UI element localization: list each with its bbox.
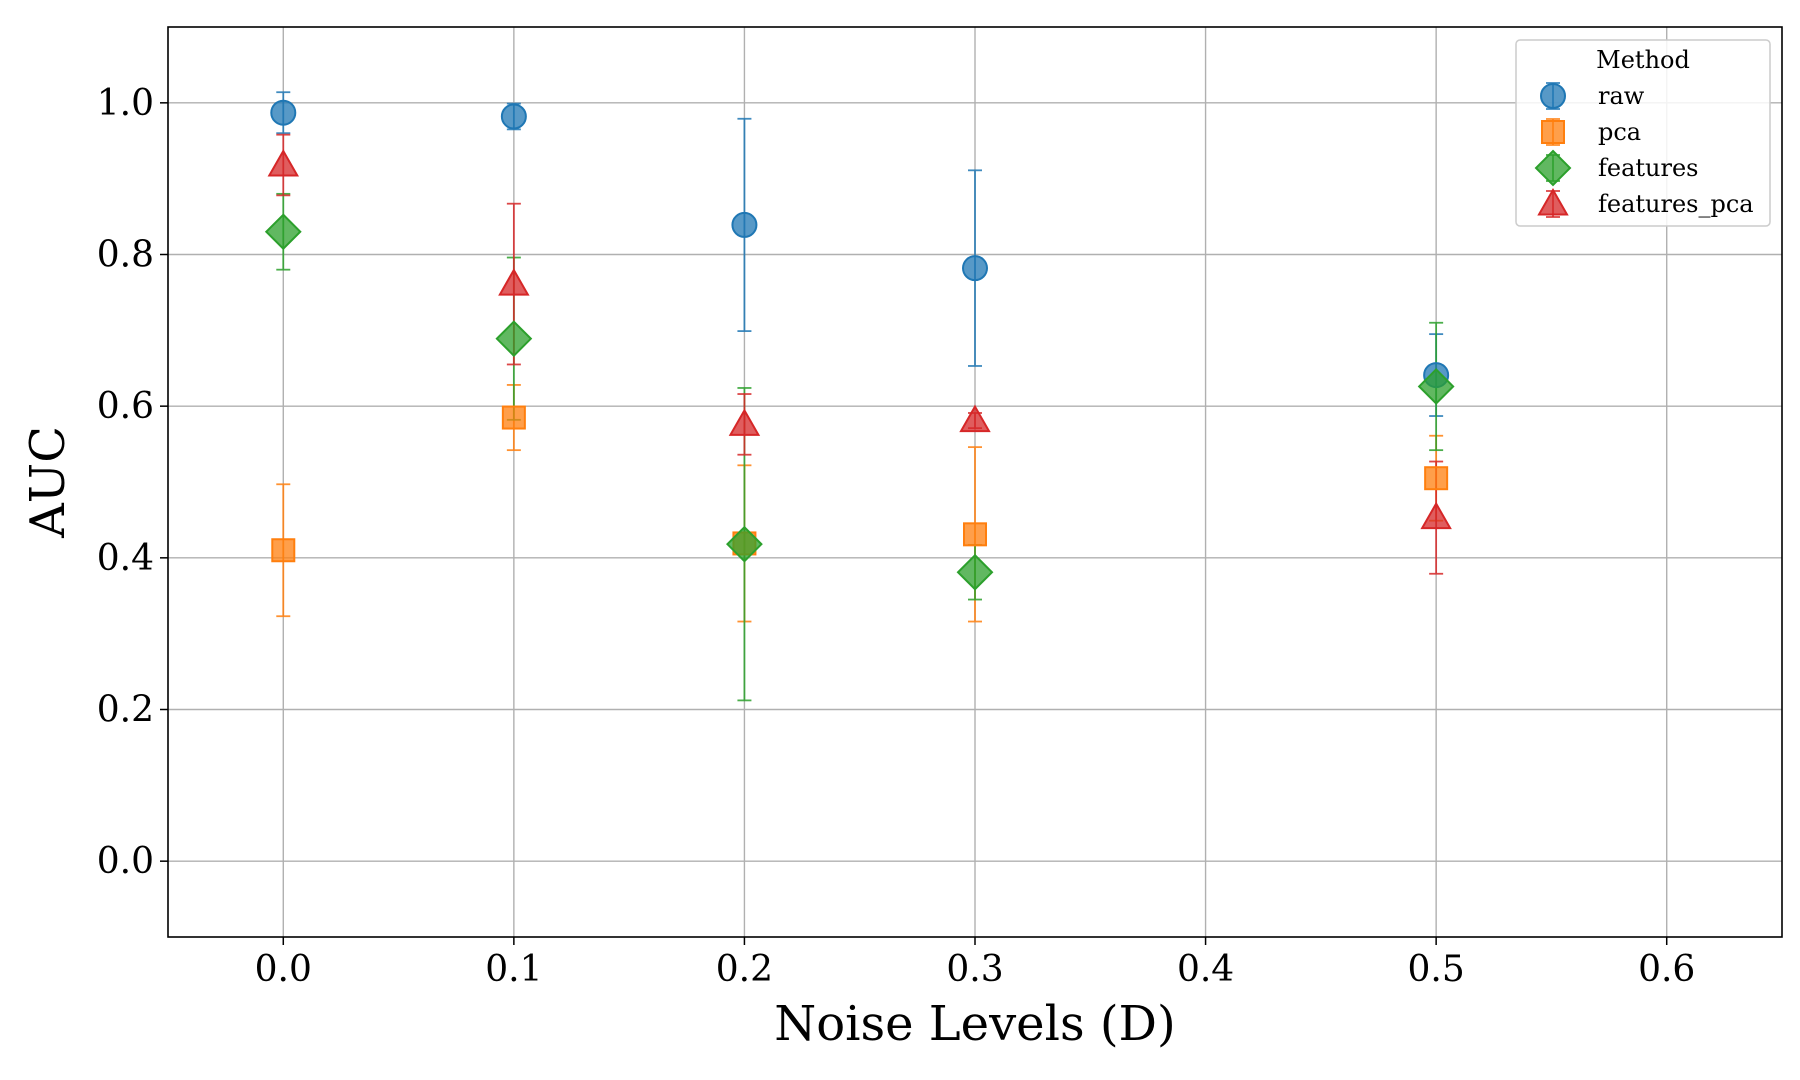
legend-label: features <box>1598 154 1699 182</box>
point-features_pca <box>959 404 991 433</box>
legend-label: raw <box>1598 82 1645 110</box>
x-tick-label: 0.0 <box>255 949 312 990</box>
x-tick-label: 0.4 <box>1177 949 1234 990</box>
legend-marker-diamond <box>1534 149 1572 187</box>
x-axis-ticks: 0.0 0.1 0.2 0.3 0.4 0.5 0.6 <box>255 937 1695 990</box>
legend-label: features_pca <box>1598 190 1754 218</box>
point-features_pca <box>498 268 530 296</box>
legend-marker-triangle <box>1537 187 1569 216</box>
point-features_pca <box>1420 501 1452 530</box>
y-tick-label: 0.6 <box>97 386 154 427</box>
y-tick-label: 0.8 <box>97 235 154 276</box>
point-features_pca <box>267 149 300 177</box>
x-tick-label: 0.2 <box>716 949 773 990</box>
x-tick-label: 0.6 <box>1638 949 1695 990</box>
x-tick-label: 0.1 <box>485 949 542 990</box>
point-pca <box>1424 466 1449 491</box>
point-features <box>1417 368 1455 405</box>
point-features <box>264 213 302 251</box>
x-axis-label: Noise Levels (D) <box>774 996 1176 1052</box>
point-pca <box>963 522 987 547</box>
point-raw <box>500 103 527 130</box>
y-tick-label: 1.0 <box>97 83 154 124</box>
y-axis-ticks: 0.0 0.2 0.4 0.6 0.8 1.0 <box>97 83 168 882</box>
legend-label: pca <box>1598 118 1641 146</box>
point-pca <box>271 538 296 563</box>
legend-item-raw: raw <box>1540 82 1645 110</box>
y-axis-label: AUC <box>20 426 76 539</box>
point-raw <box>270 99 297 126</box>
x-tick-label: 0.5 <box>1408 949 1465 990</box>
legend: Method raw pca features features_pca <box>1515 39 1771 227</box>
legend-title: Method <box>1596 46 1690 74</box>
point-features <box>956 553 994 591</box>
legend-item-features_pca: features_pca <box>1537 187 1754 218</box>
point-features_pca <box>728 408 761 436</box>
data-points <box>264 99 1455 591</box>
legend-item-features: features <box>1534 149 1699 187</box>
y-tick-label: 0.4 <box>97 538 154 579</box>
point-features <box>726 525 763 563</box>
legend-items: raw pca features features_pca <box>1534 82 1754 218</box>
y-tick-label: 0.0 <box>97 841 154 882</box>
point-raw <box>731 211 758 238</box>
legend-item-pca: pca <box>1541 118 1641 146</box>
legend-marker-circle <box>1540 83 1566 109</box>
legend-marker-square <box>1541 120 1565 144</box>
point-pca <box>501 405 526 430</box>
x-tick-label: 0.3 <box>946 949 1003 990</box>
y-tick-label: 0.2 <box>97 690 154 731</box>
point-features <box>495 320 533 358</box>
legend-box <box>1515 39 1771 227</box>
point-raw <box>962 255 988 282</box>
